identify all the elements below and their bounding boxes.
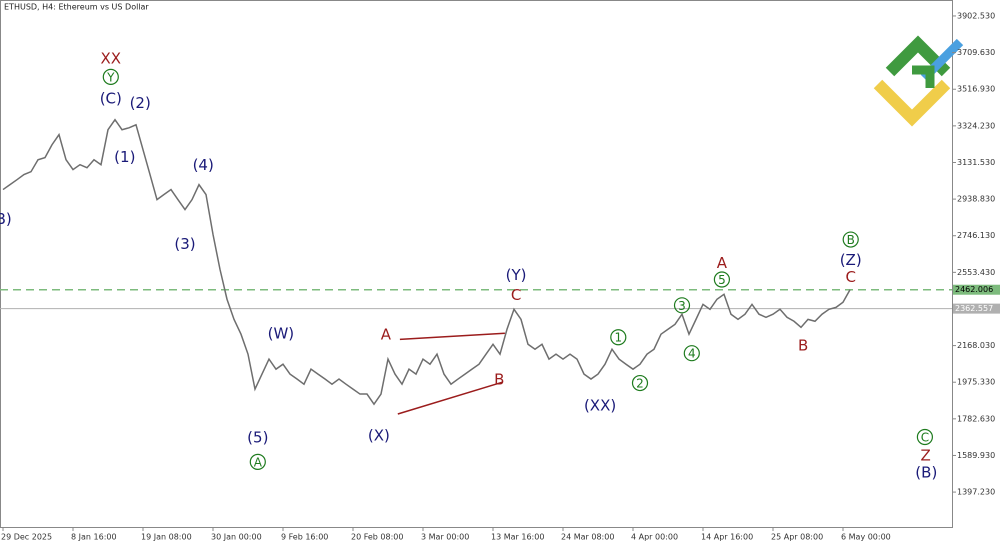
y-tick-label: 2746.130 (957, 231, 995, 240)
price-level-label: 2462.006 (955, 285, 993, 294)
chart-title: ETHUSD, H4: Ethereum vs US Dollar (4, 3, 149, 12)
y-tick-label: 1397.230 (957, 488, 995, 497)
x-tick-label: 25 Apr 08:00 (771, 533, 823, 542)
wave-label: C (511, 286, 521, 304)
y-tick-label: 2168.030 (957, 341, 995, 350)
wave-circle (683, 345, 700, 362)
wave-label: Z (920, 447, 930, 465)
price-line (2, 118, 851, 406)
x-tick-label: 9 Feb 16:00 (281, 533, 328, 542)
wave-label: (5) (247, 429, 268, 447)
y-tick-label: 3902.530 (957, 11, 995, 20)
wave-label: B (494, 371, 504, 389)
trend-line (397, 381, 504, 415)
x-tick-label: 3 Mar 00:00 (421, 533, 469, 542)
wave-label: (4) (193, 156, 214, 174)
x-tick-label: 19 Jan 08:00 (141, 533, 192, 542)
y-tick-label: 1589.930 (957, 451, 995, 460)
wave-label: 4 (688, 347, 696, 361)
logo (873, 35, 964, 127)
x-tick-label: 4 Apr 00:00 (631, 533, 678, 542)
wave-circle (631, 374, 649, 392)
wave-label: (XX) (584, 397, 616, 415)
wave-circle (610, 329, 627, 346)
wave-label: A (381, 326, 392, 344)
wave-circle (916, 428, 934, 446)
price-level-box (953, 303, 1000, 314)
y-tick-label: 3324.230 (957, 121, 995, 130)
price-level-label: 2362.557 (955, 304, 993, 313)
wave-label: (X) (368, 427, 390, 445)
x-tick-label: 24 Mar 08:00 (561, 533, 614, 542)
wave-label: (Y) (506, 266, 527, 284)
wave-label: (W) (268, 325, 295, 343)
x-tick-label: 20 Feb 08:00 (351, 533, 403, 542)
x-tick-label: 29 Dec 2025 (1, 533, 52, 542)
wave-circle (713, 271, 731, 288)
wave-label: C (921, 431, 929, 445)
x-tick-label: 30 Jan 00:00 (211, 533, 262, 542)
wave-label: Y (106, 70, 115, 84)
y-tick-label: 3131.530 (957, 158, 995, 167)
y-tick-label: 3709.630 (957, 48, 995, 57)
wave-label: B (847, 233, 855, 247)
y-tick-label: 2938.830 (957, 195, 995, 204)
y-tick-label: 2553.430 (957, 268, 995, 277)
x-tick-label: 8 Jan 16:00 (71, 533, 117, 542)
wave-label: A (254, 455, 263, 469)
wave-label: (2) (130, 94, 151, 112)
wave-label: B (798, 337, 808, 355)
wave-label: C (845, 268, 855, 286)
wave-label: A (717, 254, 728, 272)
trend-line (399, 332, 505, 341)
y-tick-label: 3516.930 (957, 85, 995, 94)
wave-label: (C) (100, 89, 122, 107)
wave-label: (Z) (840, 251, 862, 269)
plot-area (0, 0, 953, 528)
y-tick-label: 1782.630 (957, 414, 995, 423)
wave-label: 1 (614, 331, 622, 345)
x-tick-label: 6 May 00:00 (841, 533, 891, 542)
wave-label: B) (0, 210, 12, 228)
wave-label: 2 (636, 377, 644, 391)
wave-label: (B) (915, 463, 937, 481)
wave-label: XX (101, 49, 122, 67)
price-level-box (953, 284, 1000, 295)
wave-label: (1) (114, 148, 135, 166)
wave-circle (842, 231, 859, 248)
wave-label: 3 (678, 299, 686, 313)
y-tick-label: 1975.330 (957, 378, 995, 387)
wave-label: (3) (174, 235, 195, 253)
x-tick-label: 14 Apr 16:00 (701, 533, 753, 542)
wave-circle (673, 297, 691, 314)
x-tick-label: 13 Mar 16:00 (491, 533, 544, 542)
wave-label: 5 (718, 273, 726, 287)
wave-circle (249, 453, 266, 471)
wave-circle (102, 68, 119, 85)
